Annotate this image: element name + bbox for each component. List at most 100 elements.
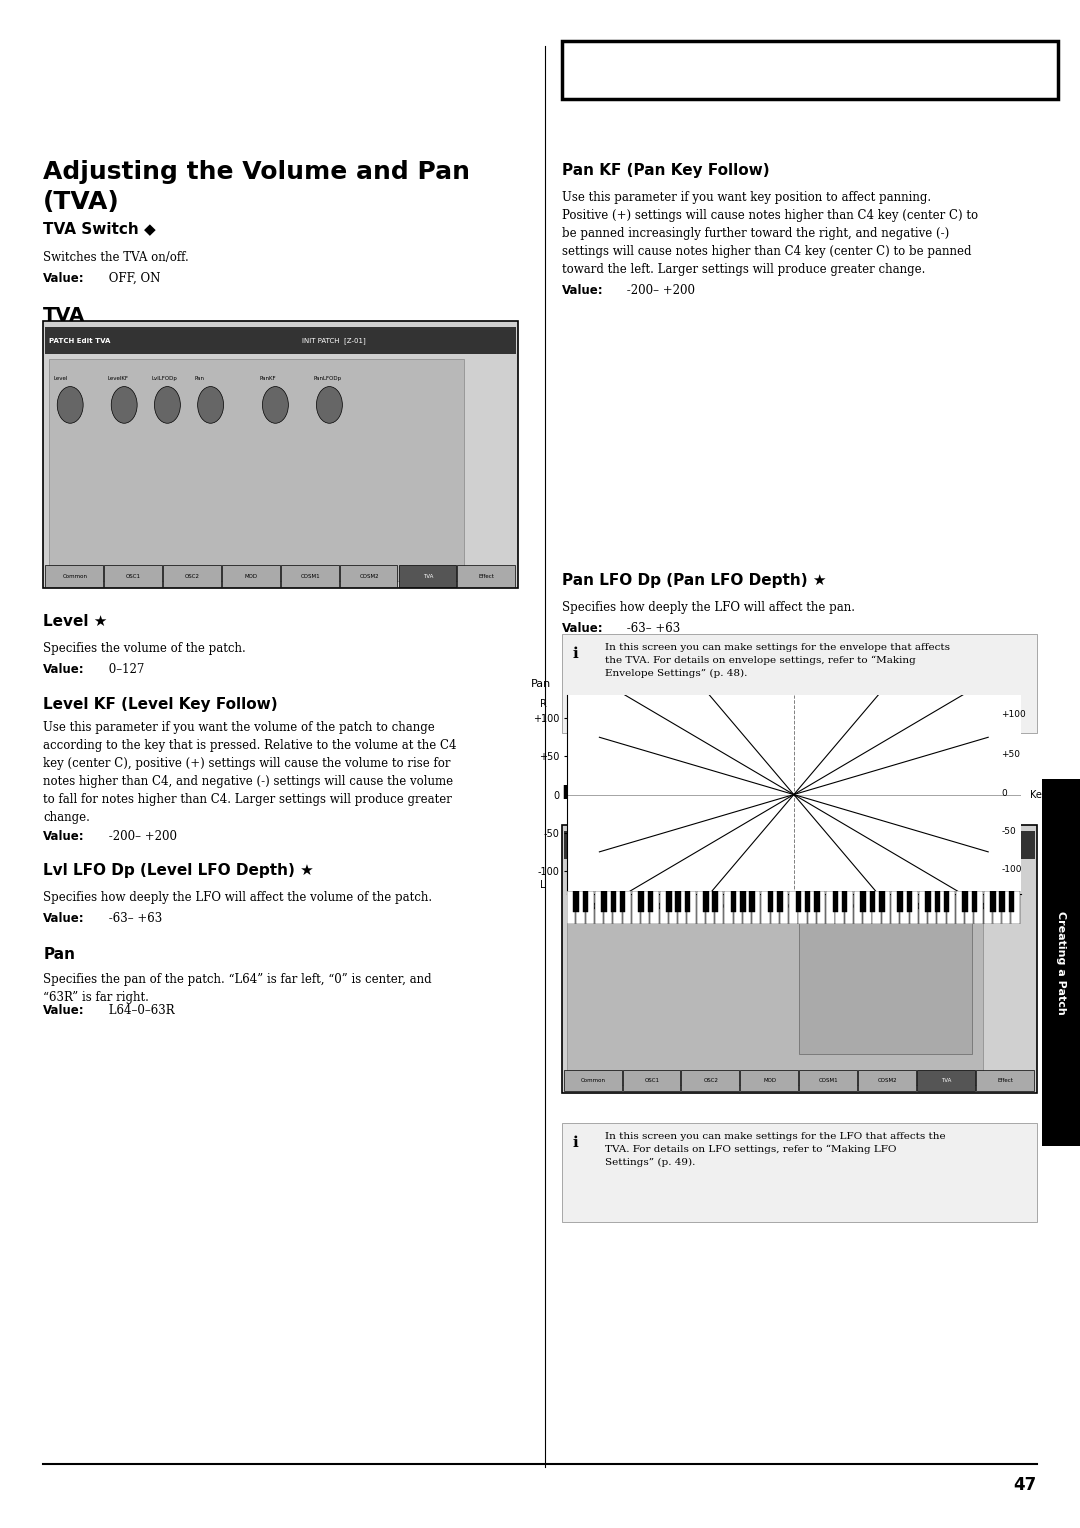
Text: In this screen you can make settings for the LFO that affects the
TVA. For detai: In this screen you can make settings for… xyxy=(605,1132,945,1167)
Text: -50: -50 xyxy=(1001,827,1016,836)
Text: Effect: Effect xyxy=(997,1077,1013,1083)
Bar xyxy=(778,891,783,912)
Text: 0–127: 0–127 xyxy=(105,663,144,677)
Text: Value:: Value: xyxy=(43,830,85,843)
Bar xyxy=(49,359,464,581)
Text: OSC2: OSC2 xyxy=(185,573,200,579)
Text: Level: Level xyxy=(54,376,68,380)
Circle shape xyxy=(198,387,224,423)
Bar xyxy=(567,891,576,924)
Bar xyxy=(604,891,612,924)
Text: Pan: Pan xyxy=(530,680,551,689)
Bar xyxy=(750,891,755,912)
Text: Value:: Value: xyxy=(43,272,85,286)
Text: 0: 0 xyxy=(1001,788,1007,798)
Bar xyxy=(675,891,680,912)
Text: R: R xyxy=(540,700,546,709)
Text: -63– +63: -63– +63 xyxy=(623,622,680,636)
Bar xyxy=(281,565,339,587)
Circle shape xyxy=(154,387,180,423)
Bar xyxy=(771,891,779,924)
Bar xyxy=(805,891,810,912)
Text: Value:: Value: xyxy=(43,1004,85,1018)
Bar xyxy=(780,891,788,924)
Bar xyxy=(602,891,607,912)
Text: Value:: Value: xyxy=(562,622,604,636)
Bar xyxy=(43,321,518,588)
Bar xyxy=(45,327,516,354)
Bar xyxy=(610,891,616,912)
Bar xyxy=(573,891,579,912)
Bar xyxy=(976,1070,1034,1091)
Bar xyxy=(901,891,908,924)
Bar xyxy=(562,825,1037,1093)
Bar xyxy=(881,891,890,924)
Text: TVA: TVA xyxy=(941,1077,951,1083)
Bar xyxy=(669,891,677,924)
Text: Specifies the pan of the patch. “L64” is far left, “0” is center, and
“63R” is f: Specifies the pan of the patch. “L64” is… xyxy=(43,973,432,1004)
Bar xyxy=(567,863,983,1085)
Bar xyxy=(713,891,718,912)
Text: Effect: Effect xyxy=(478,573,495,579)
Text: COSM1: COSM1 xyxy=(819,1077,838,1083)
Circle shape xyxy=(316,387,342,423)
Bar xyxy=(879,891,885,912)
Bar xyxy=(984,891,991,924)
Bar xyxy=(562,1123,1037,1222)
Text: Adjusting the Volume and Pan
(TVA): Adjusting the Volume and Pan (TVA) xyxy=(43,160,470,214)
Text: OSC2: OSC2 xyxy=(703,1077,718,1083)
Text: LvlLFODp: LvlLFODp xyxy=(151,376,177,380)
Bar xyxy=(798,891,807,924)
Bar xyxy=(826,891,835,924)
Text: In this screen you can make settings for the envelope that affects
the TVA. For : In this screen you can make settings for… xyxy=(605,643,949,678)
Text: COSM2: COSM2 xyxy=(878,1077,897,1083)
Text: Waveform: Waveform xyxy=(805,883,833,888)
Bar xyxy=(632,891,640,924)
Bar xyxy=(974,891,983,924)
Bar xyxy=(928,891,936,924)
Bar xyxy=(678,891,687,924)
Bar xyxy=(731,891,737,912)
Text: Use this parameter if you want key position to affect panning.
Positive (+) sett: Use this parameter if you want key posit… xyxy=(562,191,977,277)
Bar xyxy=(340,565,397,587)
Bar xyxy=(399,565,456,587)
Bar xyxy=(845,891,853,924)
Bar xyxy=(993,891,1001,924)
Bar xyxy=(966,891,973,924)
Bar xyxy=(946,891,955,924)
Bar xyxy=(703,891,708,912)
Bar xyxy=(962,891,968,912)
Text: Pan: Pan xyxy=(43,947,76,963)
Text: MOD: MOD xyxy=(245,573,258,579)
Bar xyxy=(648,891,653,912)
Bar xyxy=(799,1070,858,1091)
Text: Value:: Value: xyxy=(43,663,85,677)
Text: Value:: Value: xyxy=(562,284,604,298)
Bar xyxy=(891,891,900,924)
Text: PanKF: PanKF xyxy=(259,376,275,380)
Bar xyxy=(768,891,773,912)
Circle shape xyxy=(262,387,288,423)
Bar xyxy=(715,891,724,924)
Bar xyxy=(917,1070,974,1091)
Bar xyxy=(990,891,996,912)
Bar xyxy=(972,891,977,912)
Text: TVA: TVA xyxy=(43,306,85,324)
Text: Creating a Patch: Creating a Patch xyxy=(839,60,1048,81)
Bar xyxy=(1042,779,1080,1146)
Text: -100: -100 xyxy=(1001,865,1022,874)
Bar xyxy=(564,831,1035,859)
Bar xyxy=(577,891,584,924)
Bar xyxy=(104,565,162,587)
Text: COSM1: COSM1 xyxy=(300,573,320,579)
Bar xyxy=(583,891,589,912)
Bar xyxy=(613,891,622,924)
Text: -200– +200: -200– +200 xyxy=(623,284,696,298)
Bar xyxy=(564,1070,622,1091)
Bar xyxy=(622,891,631,924)
Bar xyxy=(833,891,838,912)
Text: TVA Switch ◆: TVA Switch ◆ xyxy=(43,222,156,237)
Bar xyxy=(816,891,825,924)
Bar xyxy=(687,891,696,924)
Bar xyxy=(752,891,760,924)
